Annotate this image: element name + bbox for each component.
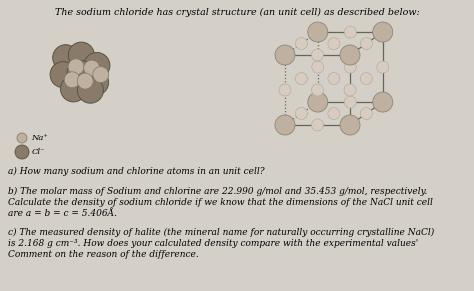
Text: c) The measured density of halite (the mineral name for naturally occurring crys: c) The measured density of halite (the m… bbox=[8, 228, 434, 237]
Circle shape bbox=[84, 60, 100, 76]
Circle shape bbox=[360, 72, 373, 84]
Circle shape bbox=[68, 59, 84, 75]
Circle shape bbox=[360, 108, 373, 120]
Circle shape bbox=[64, 72, 80, 88]
Circle shape bbox=[344, 84, 356, 96]
Circle shape bbox=[328, 72, 340, 84]
Circle shape bbox=[295, 108, 307, 120]
Circle shape bbox=[279, 84, 291, 96]
Circle shape bbox=[373, 22, 393, 42]
Circle shape bbox=[50, 62, 76, 88]
Text: Comment on the reason of the difference.: Comment on the reason of the difference. bbox=[8, 250, 199, 259]
Circle shape bbox=[61, 76, 86, 102]
Circle shape bbox=[295, 38, 307, 49]
Circle shape bbox=[77, 77, 103, 103]
Text: b) The molar mass of Sodium and chlorine are 22.990 g/mol and 35.453 g/mol, resp: b) The molar mass of Sodium and chlorine… bbox=[8, 187, 428, 196]
Circle shape bbox=[53, 45, 79, 71]
Text: The sodium chloride has crystal structure (an unit cell) as described below:: The sodium chloride has crystal structur… bbox=[55, 8, 419, 17]
Text: Calculate the density of sodium chloride if we know that the dimensions of the N: Calculate the density of sodium chloride… bbox=[8, 198, 433, 207]
Circle shape bbox=[93, 67, 109, 83]
Circle shape bbox=[312, 61, 324, 73]
Circle shape bbox=[308, 22, 328, 42]
Circle shape bbox=[311, 49, 323, 61]
Circle shape bbox=[275, 45, 295, 65]
Circle shape bbox=[82, 69, 109, 95]
Circle shape bbox=[311, 84, 323, 96]
Circle shape bbox=[340, 115, 360, 135]
Circle shape bbox=[275, 115, 295, 135]
Circle shape bbox=[17, 133, 27, 143]
Circle shape bbox=[377, 61, 389, 73]
Text: Cl⁻: Cl⁻ bbox=[32, 148, 46, 156]
Circle shape bbox=[84, 52, 110, 79]
Circle shape bbox=[311, 119, 323, 131]
Text: are a = b = c = 5.406Å.: are a = b = c = 5.406Å. bbox=[8, 209, 117, 218]
Text: Na⁺: Na⁺ bbox=[31, 134, 48, 142]
Text: is 2.168 g cm⁻³. How does your calculated density compare with the experimental : is 2.168 g cm⁻³. How does your calculate… bbox=[8, 239, 418, 248]
Circle shape bbox=[340, 45, 360, 65]
Circle shape bbox=[328, 108, 340, 120]
Circle shape bbox=[344, 61, 356, 73]
Circle shape bbox=[295, 72, 307, 84]
Circle shape bbox=[308, 92, 328, 112]
Circle shape bbox=[373, 92, 393, 112]
Circle shape bbox=[360, 38, 373, 49]
Circle shape bbox=[15, 145, 29, 159]
Circle shape bbox=[328, 38, 340, 49]
Circle shape bbox=[77, 73, 93, 89]
Circle shape bbox=[344, 26, 356, 38]
Circle shape bbox=[344, 96, 356, 108]
Circle shape bbox=[67, 60, 93, 86]
Text: a) How many sodium and chlorine atoms in an unit cell?: a) How many sodium and chlorine atoms in… bbox=[8, 167, 264, 176]
Circle shape bbox=[68, 42, 94, 68]
